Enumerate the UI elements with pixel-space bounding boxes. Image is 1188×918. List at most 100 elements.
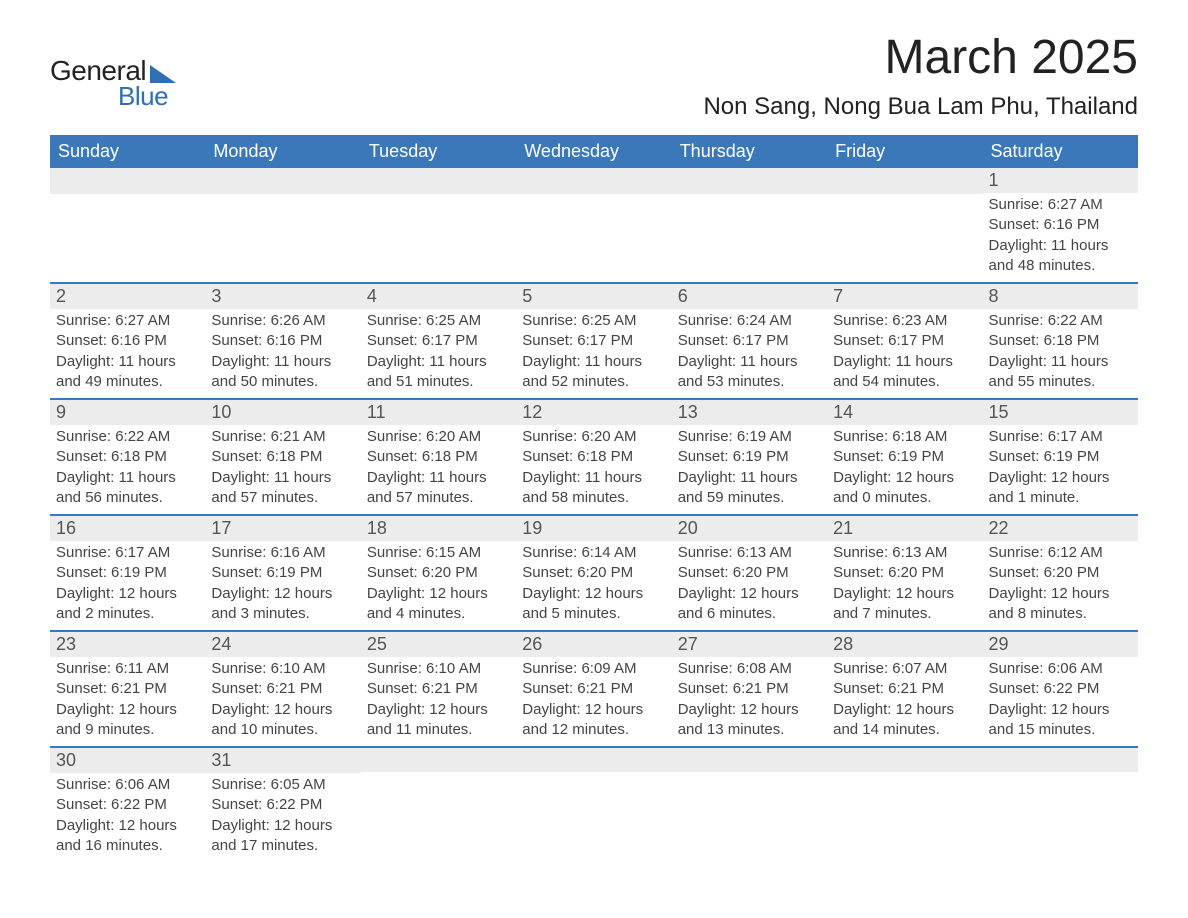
day-cell: 18Sunrise: 6:15 AMSunset: 6:20 PMDayligh… (361, 514, 516, 630)
day-number: 11 (361, 398, 516, 425)
sunrise-text: Sunrise: 6:17 AM (989, 427, 1132, 447)
sunset-text: Sunset: 6:16 PM (989, 215, 1132, 235)
sunrise-text: Sunrise: 6:13 AM (833, 543, 976, 563)
daylight-text: Daylight: 11 hours and 57 minutes. (367, 468, 510, 509)
sunset-text: Sunset: 6:19 PM (56, 563, 199, 583)
day-number: 21 (827, 514, 982, 541)
day-body: Sunrise: 6:16 AMSunset: 6:19 PMDaylight:… (205, 541, 360, 630)
day-body: Sunrise: 6:17 AMSunset: 6:19 PMDaylight:… (983, 425, 1138, 514)
daylight-text: Daylight: 12 hours and 16 minutes. (56, 816, 199, 857)
location: Non Sang, Nong Bua Lam Phu, Thailand (703, 93, 1138, 121)
daylight-text: Daylight: 12 hours and 2 minutes. (56, 584, 199, 625)
week-row: 1Sunrise: 6:27 AMSunset: 6:16 PMDaylight… (50, 168, 1138, 282)
sunset-text: Sunset: 6:19 PM (833, 447, 976, 467)
daylight-text: Daylight: 12 hours and 5 minutes. (522, 584, 665, 625)
day-cell (672, 168, 827, 282)
daylight-text: Daylight: 11 hours and 48 minutes. (989, 236, 1132, 277)
daylight-text: Daylight: 11 hours and 57 minutes. (211, 468, 354, 509)
daylight-text: Daylight: 12 hours and 1 minute. (989, 468, 1132, 509)
day-number (361, 746, 516, 772)
daylight-text: Daylight: 12 hours and 8 minutes. (989, 584, 1132, 625)
day-body: Sunrise: 6:26 AMSunset: 6:16 PMDaylight:… (205, 309, 360, 398)
day-cell: 24Sunrise: 6:10 AMSunset: 6:21 PMDayligh… (205, 630, 360, 746)
day-body (672, 772, 827, 852)
daylight-text: Daylight: 12 hours and 14 minutes. (833, 700, 976, 741)
sunset-text: Sunset: 6:16 PM (56, 331, 199, 351)
sunrise-text: Sunrise: 6:12 AM (989, 543, 1132, 563)
header: General Blue March 2025 Non Sang, Nong B… (50, 30, 1138, 121)
sunrise-text: Sunrise: 6:10 AM (367, 659, 510, 679)
day-body: Sunrise: 6:27 AMSunset: 6:16 PMDaylight:… (50, 309, 205, 398)
day-body (50, 194, 205, 274)
sunrise-text: Sunrise: 6:15 AM (367, 543, 510, 563)
weekday-tue: Tuesday (361, 135, 516, 168)
day-number: 29 (983, 630, 1138, 657)
day-cell: 19Sunrise: 6:14 AMSunset: 6:20 PMDayligh… (516, 514, 671, 630)
sunrise-text: Sunrise: 6:19 AM (678, 427, 821, 447)
day-number: 13 (672, 398, 827, 425)
day-number: 4 (361, 282, 516, 309)
day-cell (361, 746, 516, 862)
day-body: Sunrise: 6:25 AMSunset: 6:17 PMDaylight:… (516, 309, 671, 398)
day-cell: 29Sunrise: 6:06 AMSunset: 6:22 PMDayligh… (983, 630, 1138, 746)
daylight-text: Daylight: 11 hours and 56 minutes. (56, 468, 199, 509)
sunrise-text: Sunrise: 6:06 AM (56, 775, 199, 795)
day-cell: 3Sunrise: 6:26 AMSunset: 6:16 PMDaylight… (205, 282, 360, 398)
week-row: 2Sunrise: 6:27 AMSunset: 6:16 PMDaylight… (50, 282, 1138, 398)
day-cell: 21Sunrise: 6:13 AMSunset: 6:20 PMDayligh… (827, 514, 982, 630)
day-cell: 25Sunrise: 6:10 AMSunset: 6:21 PMDayligh… (361, 630, 516, 746)
day-body: Sunrise: 6:24 AMSunset: 6:17 PMDaylight:… (672, 309, 827, 398)
day-number (827, 168, 982, 194)
sunset-text: Sunset: 6:16 PM (211, 331, 354, 351)
day-number (827, 746, 982, 772)
day-body: Sunrise: 6:06 AMSunset: 6:22 PMDaylight:… (983, 657, 1138, 746)
day-cell (50, 168, 205, 282)
sunrise-text: Sunrise: 6:10 AM (211, 659, 354, 679)
sunset-text: Sunset: 6:20 PM (989, 563, 1132, 583)
sunrise-text: Sunrise: 6:16 AM (211, 543, 354, 563)
sunrise-text: Sunrise: 6:17 AM (56, 543, 199, 563)
day-number: 17 (205, 514, 360, 541)
sunset-text: Sunset: 6:19 PM (678, 447, 821, 467)
daylight-text: Daylight: 11 hours and 52 minutes. (522, 352, 665, 393)
day-body: Sunrise: 6:20 AMSunset: 6:18 PMDaylight:… (361, 425, 516, 514)
sunset-text: Sunset: 6:18 PM (989, 331, 1132, 351)
sunrise-text: Sunrise: 6:27 AM (56, 311, 199, 331)
daylight-text: Daylight: 12 hours and 3 minutes. (211, 584, 354, 625)
day-cell (827, 168, 982, 282)
sunset-text: Sunset: 6:20 PM (678, 563, 821, 583)
weeks-container: 1Sunrise: 6:27 AMSunset: 6:16 PMDaylight… (50, 168, 1138, 862)
sunset-text: Sunset: 6:18 PM (367, 447, 510, 467)
day-number: 8 (983, 282, 1138, 309)
day-body (516, 194, 671, 274)
day-cell: 12Sunrise: 6:20 AMSunset: 6:18 PMDayligh… (516, 398, 671, 514)
day-number: 22 (983, 514, 1138, 541)
day-body: Sunrise: 6:21 AMSunset: 6:18 PMDaylight:… (205, 425, 360, 514)
day-number: 23 (50, 630, 205, 657)
day-body: Sunrise: 6:11 AMSunset: 6:21 PMDaylight:… (50, 657, 205, 746)
day-body: Sunrise: 6:09 AMSunset: 6:21 PMDaylight:… (516, 657, 671, 746)
day-body: Sunrise: 6:13 AMSunset: 6:20 PMDaylight:… (672, 541, 827, 630)
sunset-text: Sunset: 6:17 PM (522, 331, 665, 351)
day-number: 9 (50, 398, 205, 425)
sunrise-text: Sunrise: 6:21 AM (211, 427, 354, 447)
daylight-text: Daylight: 12 hours and 15 minutes. (989, 700, 1132, 741)
weekday-sun: Sunday (50, 135, 205, 168)
day-cell: 1Sunrise: 6:27 AMSunset: 6:16 PMDaylight… (983, 168, 1138, 282)
day-cell: 30Sunrise: 6:06 AMSunset: 6:22 PMDayligh… (50, 746, 205, 862)
day-body: Sunrise: 6:18 AMSunset: 6:19 PMDaylight:… (827, 425, 982, 514)
calendar: Sunday Monday Tuesday Wednesday Thursday… (50, 135, 1138, 862)
day-number (361, 168, 516, 194)
sunrise-text: Sunrise: 6:24 AM (678, 311, 821, 331)
daylight-text: Daylight: 11 hours and 54 minutes. (833, 352, 976, 393)
sunset-text: Sunset: 6:18 PM (56, 447, 199, 467)
sunset-text: Sunset: 6:22 PM (989, 679, 1132, 699)
day-number: 12 (516, 398, 671, 425)
weekday-sat: Saturday (983, 135, 1138, 168)
day-body: Sunrise: 6:17 AMSunset: 6:19 PMDaylight:… (50, 541, 205, 630)
daylight-text: Daylight: 11 hours and 58 minutes. (522, 468, 665, 509)
day-cell: 5Sunrise: 6:25 AMSunset: 6:17 PMDaylight… (516, 282, 671, 398)
day-cell: 23Sunrise: 6:11 AMSunset: 6:21 PMDayligh… (50, 630, 205, 746)
day-number: 19 (516, 514, 671, 541)
daylight-text: Daylight: 12 hours and 13 minutes. (678, 700, 821, 741)
